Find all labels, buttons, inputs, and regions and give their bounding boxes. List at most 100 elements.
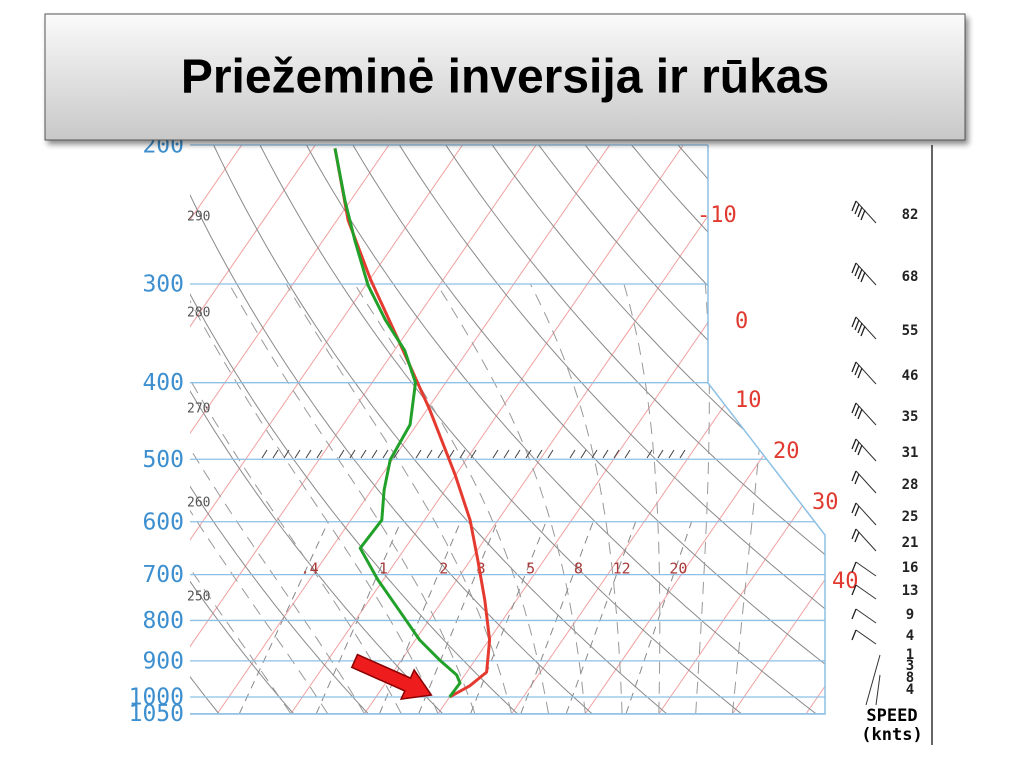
wind-barb-flag: [858, 207, 862, 217]
mixing-ratio-line: [471, 522, 546, 714]
hatch: [339, 450, 344, 458]
isotherm: [144, 145, 536, 714]
wind-speed: 16: [902, 560, 919, 576]
wind-barb-flag: [855, 474, 859, 484]
isotherm: [880, 145, 1024, 714]
moist-adiabat: [286, 284, 512, 714]
hatch: [658, 450, 663, 458]
wind-speed: 13: [902, 583, 919, 599]
isotherm: [0, 145, 95, 714]
wind-unit: (knts): [861, 725, 922, 745]
temperature-label: 30: [812, 490, 839, 515]
isotherm: [0, 145, 242, 714]
dry-adiabat: [74, 145, 443, 714]
wind-barb-flag: [852, 471, 856, 481]
wind-speed: 68: [902, 269, 919, 285]
pressure-label: 900: [142, 648, 184, 674]
wind-barb-flag: [855, 365, 859, 375]
dry-adiabat: [910, 145, 1024, 714]
mixing-ratio-line: [566, 522, 635, 714]
dry-adiabat: [817, 145, 1024, 714]
mixing-ratio-line: [239, 522, 328, 714]
wind-speed: 31: [902, 445, 919, 461]
wind-barb-flag: [852, 503, 856, 513]
dry-adiabat: [771, 145, 1024, 714]
dry-adiabat: [260, 145, 741, 714]
hatch: [570, 450, 575, 458]
wind-barb-flag: [855, 320, 859, 330]
moist-adiabat: [181, 284, 438, 714]
wind-barb-flag: [855, 204, 859, 214]
isotherm: [806, 145, 1024, 714]
hatch: [669, 450, 674, 458]
isotherm: [0, 145, 21, 714]
dry-adiabat: [0, 145, 144, 714]
pressure-label: 1050: [129, 701, 184, 727]
moist-adiabat: [733, 284, 773, 714]
wind-title: SPEED: [866, 706, 917, 726]
temperature-label: -10: [697, 203, 737, 228]
dry-adiabat: [678, 145, 1024, 714]
isotherm: [70, 145, 462, 714]
wind-barb-flag: [852, 609, 856, 619]
moist-adiabat: [530, 284, 622, 714]
hatch: [372, 450, 377, 458]
wind-barb-flag: [855, 506, 859, 516]
wind-barb: [856, 609, 876, 623]
wind-barb-flag: [858, 269, 862, 279]
dry-adiabat: [957, 145, 1024, 714]
wind-barb-flag: [852, 362, 856, 372]
wind-barb-flag: [855, 266, 859, 276]
wind-speed: 9: [906, 607, 914, 623]
theta-label: 270: [187, 402, 210, 417]
hatch: [295, 450, 300, 458]
dry-adiabat: [864, 145, 1024, 714]
pressure-label: 500: [142, 447, 184, 473]
pressure-label: 700: [142, 562, 184, 588]
wind-barb-flag: [861, 272, 865, 282]
wind-speed: 28: [902, 477, 919, 493]
dry-adiabat: [0, 145, 70, 714]
theta-label: 260: [187, 496, 210, 511]
hatch: [273, 450, 278, 458]
wind-barb-flag: [861, 326, 865, 336]
wind-barb-flag: [852, 439, 856, 449]
hatch: [449, 450, 454, 458]
hatch: [361, 450, 366, 458]
wind-barb-flag: [852, 201, 856, 211]
hatch: [603, 450, 608, 458]
wind-barb-flag: [852, 529, 856, 539]
wind-barb-flag: [855, 406, 859, 416]
temperature-label: 0: [735, 309, 748, 334]
hatch: [427, 450, 432, 458]
isotherm: [364, 145, 756, 714]
temperature-label: 10: [735, 388, 762, 413]
isotherm: [438, 145, 830, 714]
hatch: [306, 450, 311, 458]
hatch: [504, 450, 509, 458]
dry-adiabat: [539, 145, 1024, 714]
wind-barb-flag: [852, 630, 856, 640]
pressure-label: 300: [142, 272, 184, 298]
isotherm: [585, 145, 977, 714]
wind-barb: [856, 562, 876, 576]
pressure-label: 600: [142, 509, 184, 535]
profile-line: [335, 148, 460, 697]
wind-barb-flag: [852, 403, 856, 413]
wind-barb-flag: [858, 368, 862, 378]
mixing-ratio-label: 20: [669, 560, 687, 578]
hatch: [262, 450, 267, 458]
wind-barb: [856, 585, 876, 599]
title: Priežeminė inversija ir rūkas: [181, 51, 829, 104]
mixing-ratio-label: 1: [379, 560, 388, 578]
hatch: [460, 450, 465, 458]
hatch: [383, 450, 388, 458]
pressure-label: 400: [142, 370, 184, 396]
hatch: [581, 450, 586, 458]
dry-adiabat: [214, 145, 667, 714]
hatch: [284, 450, 289, 458]
wind-speed: 55: [902, 323, 919, 339]
